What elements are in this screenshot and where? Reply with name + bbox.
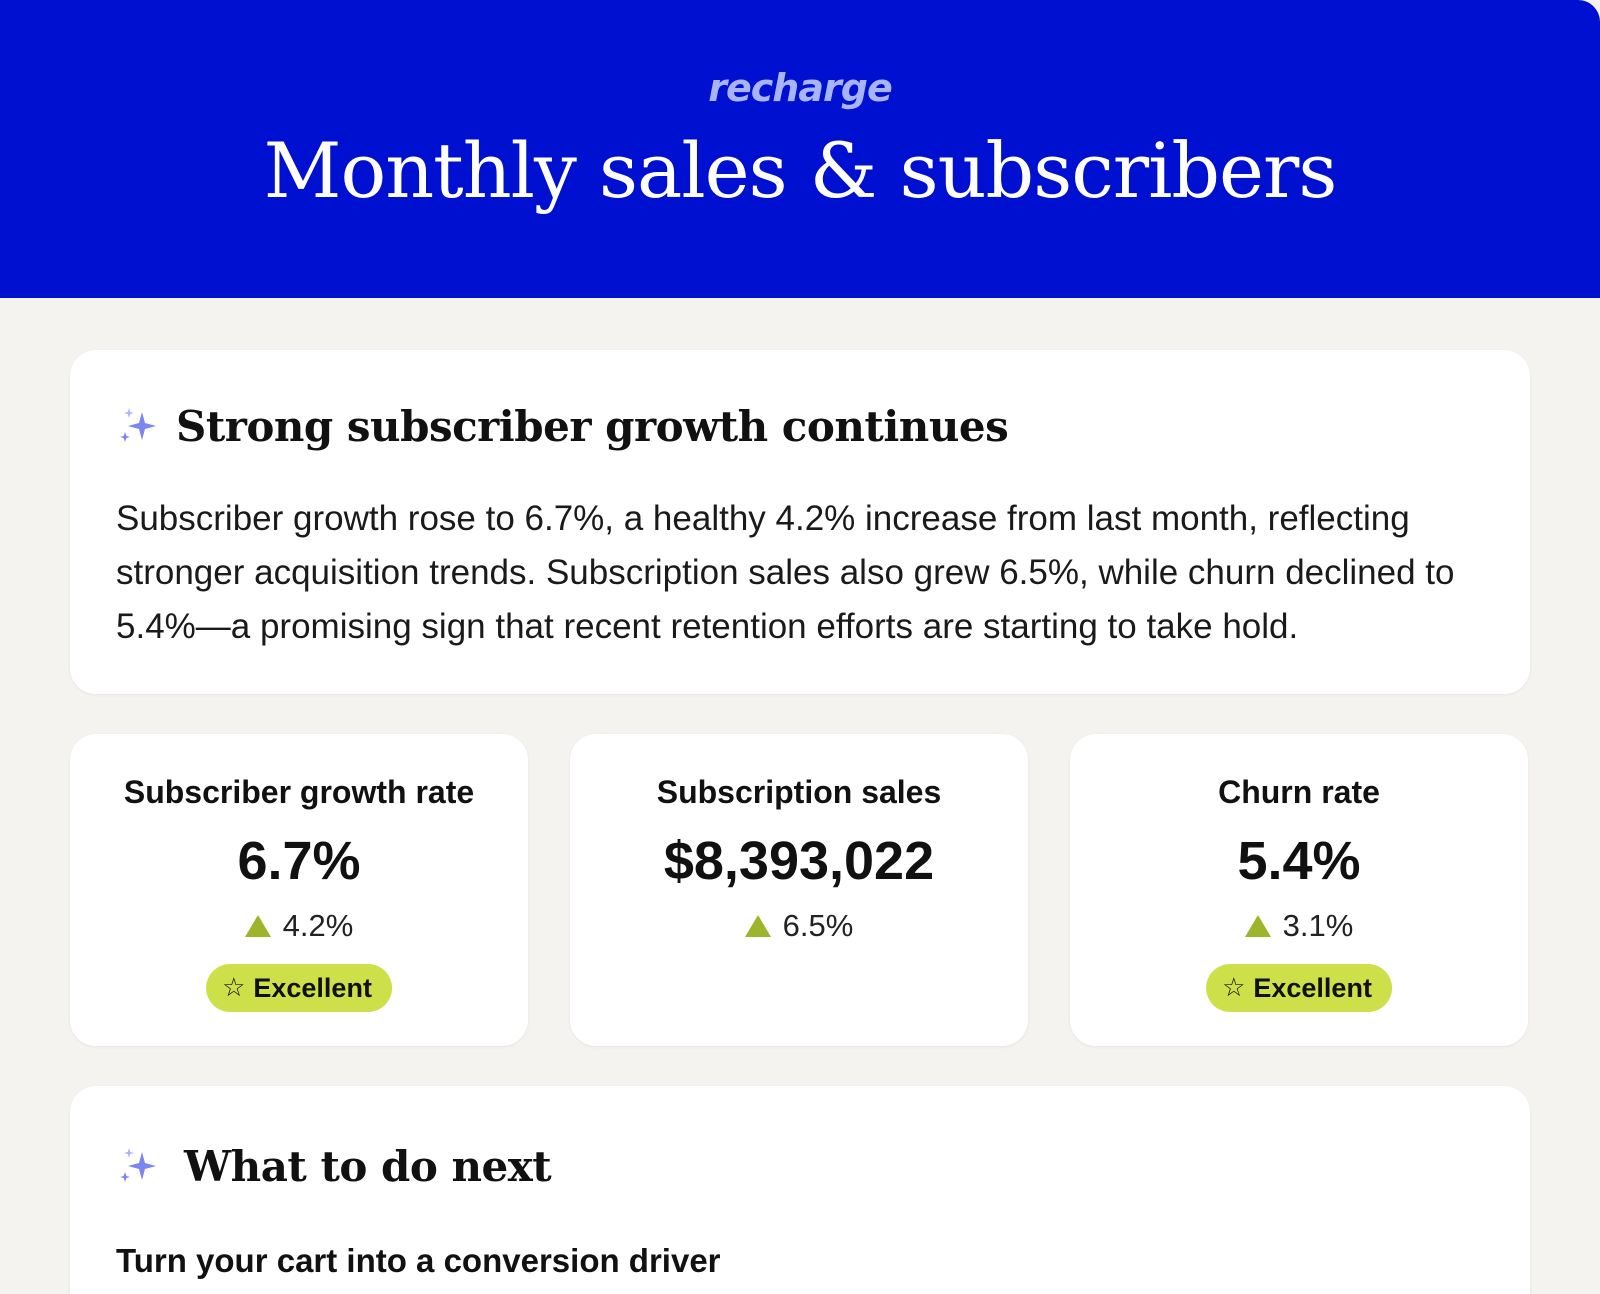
summary-card: Strong subscriber growth continues Subsc…	[70, 350, 1530, 694]
status-badge-label: Excellent	[253, 972, 372, 1003]
metric-card-subscriber-growth: Subscriber growth rate 6.7% 4.2% ☆ Excel…	[70, 734, 528, 1046]
next-steps-card: What to do next Turn your cart into a co…	[70, 1086, 1530, 1294]
metric-card-churn-rate: Churn rate 5.4% 3.1% ☆ Excellent	[1070, 734, 1528, 1046]
metric-change-value: 3.1%	[1282, 908, 1354, 943]
metric-change: 4.2%	[70, 908, 528, 944]
metric-change-value: 6.5%	[782, 908, 854, 943]
page-header: recharge Monthly sales & subscribers	[0, 0, 1600, 298]
status-badge-label: Excellent	[1253, 972, 1372, 1003]
summary-text: Subscriber growth rose to 6.7%, a health…	[116, 499, 1455, 646]
sparkle-icon	[120, 407, 156, 442]
recharge-logo: recharge	[708, 66, 892, 110]
metric-label: Subscription sales	[656, 774, 942, 810]
metric-change-value: 4.2%	[282, 908, 354, 943]
metric-card-subscription-sales: Subscription sales $8,393,022 6.5%	[570, 734, 1028, 1046]
metric-change: 3.1%	[1070, 908, 1528, 944]
next-step-item: Turn your cart into a conversion driver	[116, 1242, 721, 1279]
page-title: Monthly sales & subscribers	[263, 126, 1338, 215]
metric-label: Churn rate	[1218, 774, 1380, 810]
metric-change: 6.5%	[570, 908, 1028, 944]
triangle-up-icon	[744, 915, 771, 937]
next-steps-header: What to do next	[116, 1142, 552, 1191]
status-badge: ☆ Excellent	[206, 964, 392, 1012]
summary-title: Strong subscriber growth continues	[176, 402, 1009, 451]
star-icon: ☆	[222, 973, 246, 1003]
sparkle-icon	[120, 1147, 156, 1182]
metric-value: 5.4%	[1237, 831, 1361, 891]
status-badge: ☆ Excellent	[1206, 964, 1392, 1012]
next-steps-title: What to do next	[184, 1142, 552, 1191]
metric-label: Subscriber growth rate	[123, 774, 475, 810]
metric-value: 6.7%	[237, 831, 361, 891]
summary-header: Strong subscriber growth continues	[116, 402, 1009, 451]
triangle-up-icon	[1244, 915, 1271, 937]
metric-value: $8,393,022	[663, 831, 935, 891]
star-icon: ☆	[1222, 973, 1246, 1003]
triangle-up-icon	[244, 915, 271, 937]
